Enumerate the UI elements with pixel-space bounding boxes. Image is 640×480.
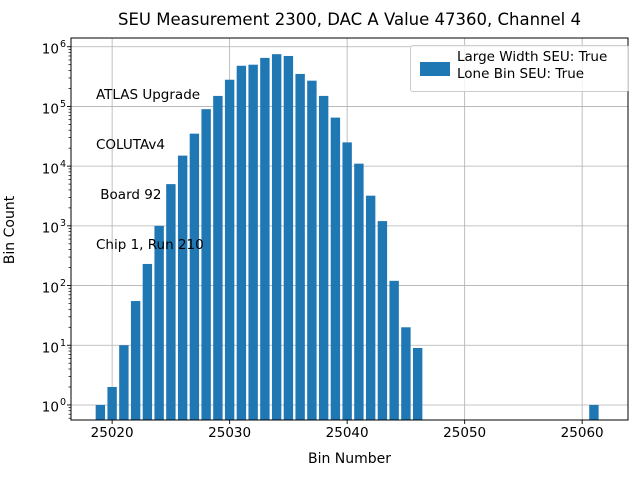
x-tick-label: 25040 [325, 425, 369, 441]
legend: Large Width SEU: True Lone Bin SEU: True [410, 45, 629, 92]
y-tick-label: 104 [0, 157, 66, 178]
y-tick-exponent: 3 [59, 218, 66, 230]
histogram-bar [589, 404, 599, 420]
histogram-bar [342, 142, 352, 420]
histogram-bar [307, 80, 317, 420]
y-tick-base: 10 [41, 399, 59, 416]
x-axis-label: Bin Number [307, 451, 392, 467]
histogram-bar [295, 73, 305, 421]
y-tick-exponent: 4 [59, 158, 66, 170]
x-tick-label: 25050 [443, 425, 487, 441]
histogram-bar [166, 184, 176, 420]
y-tick-base: 10 [41, 220, 59, 237]
annotation-line: Board 92 [96, 186, 162, 203]
histogram-bar [412, 347, 423, 420]
histogram-bar [236, 65, 247, 420]
y-tick-label: 103 [0, 216, 66, 237]
y-tick-label: 105 [0, 97, 66, 118]
legend-swatch [420, 62, 450, 76]
histogram-bar [189, 133, 200, 420]
histogram-bar [330, 117, 341, 421]
histogram-bar [142, 263, 153, 420]
chart-title: SEU Measurement 2300, DAC A Value 47360,… [118, 10, 581, 29]
histogram-bar [318, 95, 329, 420]
histogram-bar [95, 404, 106, 420]
x-tick-label: 25030 [208, 425, 252, 441]
legend-label: Lone Bin SEU: True [457, 65, 585, 82]
y-tick-exponent: 0 [59, 397, 66, 409]
y-tick-exponent: 6 [59, 39, 66, 51]
y-tick-base: 10 [41, 340, 59, 357]
histogram-bar [177, 155, 188, 420]
histogram-bar [107, 386, 117, 420]
annotation-line: Chip 1, Run 210 [96, 236, 204, 253]
y-tick-label: 100 [0, 395, 66, 416]
histogram-bar [260, 57, 270, 421]
histogram-bar [377, 221, 388, 420]
histogram-bar [401, 327, 411, 420]
y-tick-base: 10 [41, 101, 59, 118]
y-tick-base: 10 [41, 161, 59, 178]
histogram-bar [154, 225, 164, 420]
histogram-bar [119, 345, 129, 420]
y-tick-base: 10 [41, 41, 59, 58]
y-tick-label: 101 [0, 336, 66, 357]
histogram-bar [389, 280, 399, 420]
y-tick-label: 102 [0, 276, 66, 297]
y-tick-exponent: 2 [59, 278, 66, 290]
y-tick-exponent: 5 [59, 98, 66, 110]
histogram-bar [283, 55, 294, 421]
x-tick-label: 25060 [560, 425, 604, 441]
x-tick-label: 25020 [90, 425, 134, 441]
histogram-bar [354, 163, 364, 420]
histogram-bar [271, 54, 282, 420]
annotation-line: COLUTAv4 [96, 136, 166, 153]
y-tick-exponent: 1 [59, 337, 66, 349]
legend-label: Large Width SEU: True [457, 49, 608, 65]
histogram-bar [365, 195, 376, 420]
histogram-bar [201, 109, 211, 420]
annotation-line: ATLAS Upgrade [96, 87, 201, 104]
y-tick-base: 10 [41, 280, 59, 297]
annotation-text: ATLAS Upgrade COLUTAv4 Board 92 Chip 1, … [96, 54, 204, 286]
axes-spines [70, 37, 629, 421]
histogram-bar [224, 79, 235, 420]
histogram-bar [130, 301, 141, 420]
histogram-bar [213, 95, 223, 420]
y-tick-label: 106 [0, 37, 66, 58]
histogram-bar [248, 64, 258, 421]
